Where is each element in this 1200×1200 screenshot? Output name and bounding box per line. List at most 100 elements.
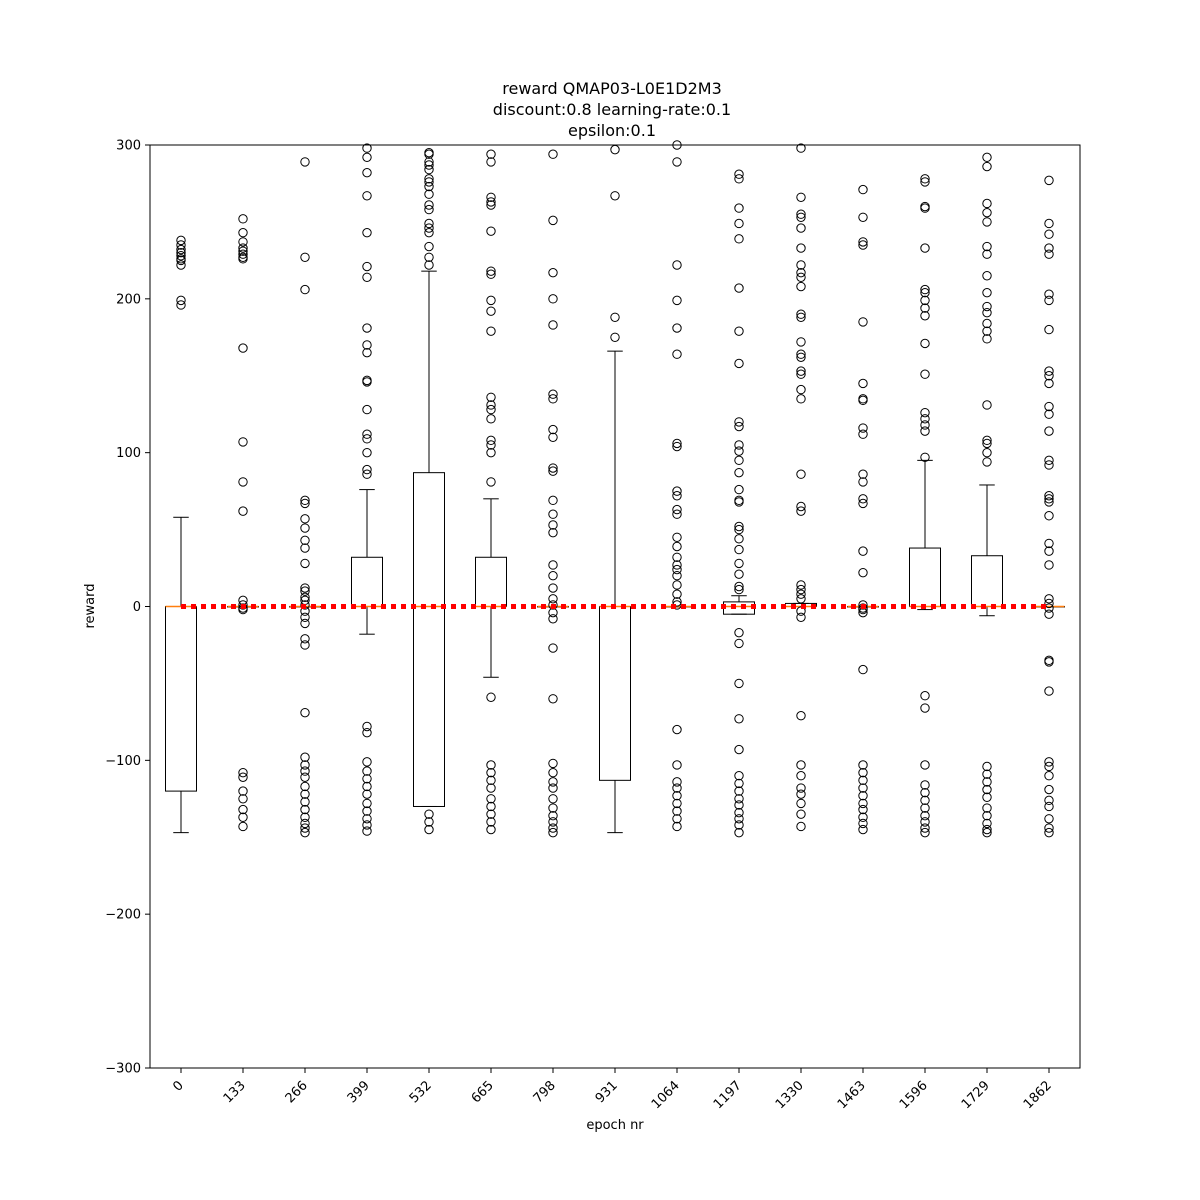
- outlier-point: [548, 320, 558, 330]
- outlier-point: [300, 812, 310, 822]
- outlier-point: [486, 692, 496, 702]
- outlier-point: [796, 309, 806, 319]
- outlier-point: [176, 240, 186, 250]
- outlier-point: [424, 200, 434, 210]
- outlier-point: [548, 495, 558, 506]
- outlier-point: [1044, 295, 1054, 306]
- outlier-point: [238, 600, 248, 610]
- outlier-point: [796, 771, 806, 781]
- outlier-point: [424, 223, 434, 233]
- outlier-point: [982, 761, 992, 772]
- outlier-point: [362, 757, 372, 767]
- outlier-point: [858, 237, 868, 247]
- outlier-point: [1044, 243, 1054, 253]
- outlier-point: [734, 497, 744, 507]
- outlier-point: [300, 781, 310, 792]
- outlier-point: [1044, 401, 1054, 412]
- outlier-point: [858, 546, 868, 556]
- outlier-point: [734, 827, 744, 838]
- outlier-point: [486, 760, 496, 770]
- y-tick-label: 100: [116, 446, 141, 461]
- outlier-point: [672, 814, 682, 824]
- box: [971, 555, 1003, 607]
- outlier-point: [610, 332, 620, 342]
- outlier-point: [920, 177, 930, 187]
- outlier-point: [796, 312, 806, 322]
- outlier-point: [548, 149, 558, 159]
- outlier-point: [548, 694, 558, 704]
- outlier-point: [362, 347, 372, 358]
- outlier-point: [300, 634, 310, 644]
- outlier-point: [982, 827, 992, 838]
- outlier-point: [982, 334, 992, 344]
- outlier-point: [982, 152, 992, 163]
- outlier-point: [1044, 771, 1054, 781]
- outlier-point: [734, 440, 744, 450]
- outlier-point: [486, 477, 496, 487]
- outlier-point: [486, 775, 496, 786]
- outlier-point: [1044, 218, 1054, 229]
- x-tick-label: 266: [283, 1078, 311, 1106]
- outlier-point: [672, 486, 682, 496]
- outlier-point: [672, 580, 682, 590]
- outlier-point: [734, 283, 744, 293]
- chart-title: reward QMAP03-L0E1D2M3 discount:0.8 lear…: [493, 79, 731, 140]
- outlier-point: [734, 778, 744, 789]
- outlier-point: [672, 541, 682, 552]
- outlier-point: [300, 600, 310, 610]
- outlier-point: [486, 192, 496, 203]
- outlier-point: [238, 794, 248, 804]
- x-tick-label: 1064: [649, 1078, 683, 1112]
- outlier-point: [1044, 546, 1054, 556]
- outlier-point: [486, 801, 496, 812]
- outlier-point: [796, 212, 806, 223]
- outlier-point: [548, 432, 558, 442]
- outlier-point: [734, 771, 744, 781]
- outlier-point: [982, 318, 992, 329]
- outlier-point: [362, 464, 372, 475]
- outlier-point: [300, 823, 310, 833]
- outlier-point: [548, 817, 558, 827]
- outlier-point: [982, 287, 992, 298]
- outlier-point: [672, 724, 682, 735]
- outlier-point: [858, 812, 868, 822]
- outlier-point: [858, 798, 868, 809]
- outlier-point: [362, 774, 372, 784]
- outlier-point: [1044, 491, 1054, 501]
- chart-title-line-3: epsilon:0.1: [568, 121, 656, 140]
- outlier-point: [672, 560, 682, 570]
- x-axis-label: epoch nr: [586, 1118, 644, 1133]
- outlier-point: [796, 821, 806, 832]
- outlier-point: [362, 429, 372, 439]
- outlier-point: [734, 794, 744, 804]
- outlier-point: [1044, 378, 1054, 389]
- outlier-point: [486, 197, 496, 207]
- outlier-point: [858, 760, 868, 770]
- outlier-point: [920, 338, 930, 349]
- outlier-point: [424, 809, 434, 819]
- outlier-point: [920, 703, 930, 713]
- outlier-point: [424, 218, 434, 229]
- outlier-point: [982, 198, 992, 209]
- outlier-point: [672, 760, 682, 770]
- outlier-point: [796, 469, 806, 479]
- outlier-point: [424, 204, 434, 215]
- outlier-point: [424, 260, 434, 270]
- outlier-point: [858, 469, 868, 479]
- y-tick-label: −300: [105, 1062, 141, 1077]
- outlier-point: [672, 806, 682, 816]
- outlier-point: [610, 312, 620, 322]
- outlier-point: [300, 514, 310, 524]
- outlier-point: [362, 721, 372, 732]
- outlier-point: [548, 560, 558, 570]
- outlier-point: [734, 446, 744, 456]
- outlier-point: [796, 267, 806, 278]
- outlier-point: [548, 827, 558, 838]
- outlier-point: [796, 789, 806, 799]
- outlier-point: [548, 600, 558, 610]
- outlier-point: [486, 809, 496, 819]
- outlier-point: [672, 552, 682, 562]
- outlier-point: [362, 272, 372, 282]
- outlier-point: [796, 366, 806, 376]
- outlier-point: [300, 583, 310, 593]
